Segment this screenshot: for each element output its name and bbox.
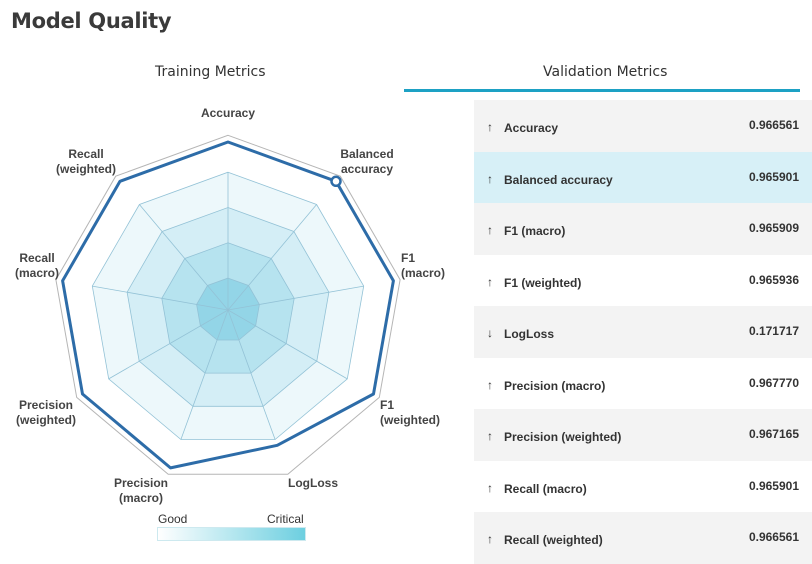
legend-good-label: Good: [158, 512, 188, 526]
radar-axis-label: F1 (macro): [401, 251, 445, 280]
radar-axis-label: Recall (macro): [15, 251, 59, 280]
metric-value: 0.171717: [748, 324, 799, 338]
radar-spoke: [227, 285, 364, 311]
metric-name: Recall (weighted): [504, 533, 603, 547]
radar-axis-label: Recall (weighted): [56, 147, 116, 176]
arrow-up-icon: ↑: [487, 429, 493, 443]
arrow-up-icon: ↑: [487, 171, 493, 186]
radar-spoke: [227, 204, 317, 311]
radar-axis-label: LogLoss: [288, 476, 338, 490]
metric-name: Recall (macro): [504, 481, 587, 496]
metric-value: 0.965901: [748, 169, 799, 184]
radar-spoke: [227, 309, 348, 380]
metric-name: Precision (weighted): [504, 430, 622, 444]
active-tab-indicator: [404, 89, 800, 92]
radar-axis-label: Precision (macro): [114, 476, 168, 505]
metric-name: Accuracy: [504, 121, 559, 135]
radar-axis-label: Balanced accuracy: [340, 147, 393, 176]
metric-name: F1 (weighted): [504, 275, 582, 290]
legend-critical-label: Critical: [267, 512, 304, 526]
arrow-up-icon: ↑: [487, 377, 493, 392]
arrow-up-icon: ↑: [487, 480, 493, 495]
radar-spoke: [139, 204, 229, 311]
radar-highlight-point: [330, 175, 342, 188]
metric-value: 0.965936: [748, 272, 799, 287]
tab-training-metrics[interactable]: Training Metrics: [155, 64, 266, 80]
radar-axis-label: Precision (weighted): [16, 398, 76, 427]
metric-value: 0.967165: [748, 427, 799, 441]
arrow-up-icon: ↑: [487, 274, 493, 289]
metric-value: 0.965901: [748, 478, 799, 493]
arrow-up-icon: ↑: [487, 223, 493, 237]
tab-validation-metrics[interactable]: Validation Metrics: [543, 64, 668, 80]
arrow-down-icon: ↓: [487, 326, 493, 340]
metric-value: 0.966561: [748, 530, 799, 544]
metric-name: F1 (macro): [504, 224, 566, 238]
metric-name: Balanced accuracy: [504, 172, 613, 187]
radar-spoke: [180, 309, 229, 440]
metric-name: LogLoss: [504, 327, 554, 341]
radar-outer-boundary: [55, 134, 401, 475]
radar-spoke: [108, 309, 229, 380]
metric-value: 0.967770: [748, 375, 799, 390]
arrow-up-icon: ↑: [487, 120, 493, 134]
radar-series-line: [61, 140, 395, 470]
metric-value: 0.966561: [748, 118, 799, 132]
page-title: Model Quality: [11, 9, 172, 33]
metric-row[interactable]: ↑ Accuracy 0.966561: [474, 100, 812, 152]
metric-row[interactable]: ↑ Precision (macro) 0.967770: [474, 358, 812, 410]
radar-axis-label: Accuracy: [201, 106, 255, 120]
metric-row[interactable]: ↑ Recall (weighted) 0.966561: [474, 512, 812, 564]
radar-axis-label: F1 (weighted): [380, 398, 440, 427]
metric-row[interactable]: ↑ Recall (macro) 0.965901: [474, 461, 812, 513]
metric-row[interactable]: ↑ F1 (macro) 0.965909: [474, 203, 812, 255]
metric-row[interactable]: ↑ Precision (weighted) 0.967165: [474, 409, 812, 461]
validation-metrics-list: ↑ Accuracy 0.966561 ↑ Balanced accuracy 0.965…: [474, 100, 812, 564]
metric-row[interactable]: ↑ Balanced accuracy 0.965901: [474, 151, 812, 203]
arrow-up-icon: ↑: [487, 532, 493, 546]
radar-spoke: [92, 285, 229, 311]
metric-row[interactable]: ↑ F1 (weighted) 0.965936: [474, 255, 812, 307]
legend-gradient-bar: [157, 527, 306, 541]
metric-value: 0.965909: [748, 221, 799, 235]
metric-row[interactable]: ↓ LogLoss 0.171717: [474, 306, 812, 358]
metric-name: Precision (macro): [504, 378, 606, 393]
radar-chart: Accuracy Balanced accuracy F1 (macro) F1 (weig…: [15, 106, 445, 505]
radar-spoke: [227, 309, 276, 440]
